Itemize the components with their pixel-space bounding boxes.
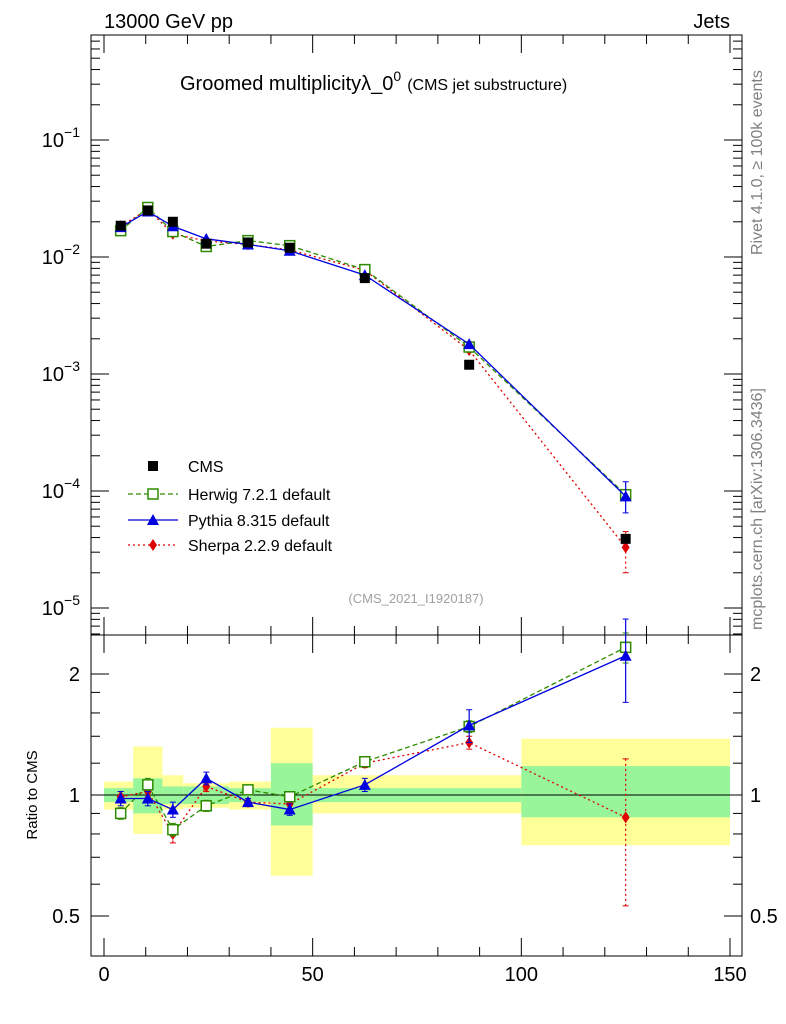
main-line-pythia <box>120 210 627 497</box>
ratio-axis-ticks: 0.5 0.5 1 1 2 2 0 50 100 150 <box>52 635 778 986</box>
chart-title: Groomed multiplicityλ_00 (CMS jet substru… <box>180 68 567 95</box>
ratio-series <box>114 618 632 907</box>
ratio-y-tick-label: 0.5 <box>52 906 80 928</box>
ratio-y-tick-label-right: 1 <box>750 785 761 807</box>
chart-title-main: Groomed multiplicityλ_0 <box>180 73 393 95</box>
main-y-tick-label: 10−5 <box>42 592 80 620</box>
ratio-bands <box>104 727 730 876</box>
ratio-point-pythia <box>463 719 476 731</box>
legend-label-pythia: Pythia 8.315 default <box>188 513 330 530</box>
main-y-tick-label: 10−1 <box>42 124 80 152</box>
ratio-y-tick-label-right: 2 <box>750 664 761 686</box>
ratio-y-tick-label: 1 <box>69 785 80 807</box>
main-point-cms <box>359 273 370 284</box>
legend-entry-cms: CMS <box>148 459 224 476</box>
ratio-point-sherpa <box>202 780 211 793</box>
ratio-point-pythia <box>166 803 179 815</box>
main-point-cms <box>115 220 126 231</box>
main-series <box>114 201 632 574</box>
legend-label-sherpa: Sherpa 2.2.9 default <box>188 538 333 555</box>
ratio-point-herwig <box>167 823 179 836</box>
ratio-x-tick-label: 150 <box>713 964 746 986</box>
main-y-tick-label: 10−4 <box>42 475 80 503</box>
ratio-point-herwig <box>142 779 154 791</box>
main-line-sherpa <box>120 208 627 548</box>
header-left: 13000 GeV pp <box>104 11 233 33</box>
main-point-sherpa <box>621 541 630 554</box>
main-point-cms <box>201 238 212 249</box>
legend-entry-pythia: Pythia 8.315 default <box>128 513 330 530</box>
main-series-herwig <box>114 201 632 501</box>
ratio-x-tick-label: 0 <box>98 964 109 986</box>
legend-marker-sherpa <box>149 539 157 551</box>
ratio-point-pythia <box>283 803 296 815</box>
legend: CMS Herwig 7.2.1 default Pythia 8.315 defa… <box>128 459 333 555</box>
main-y-tick-label: 10−3 <box>42 358 80 386</box>
ratio-point-pythia <box>241 796 254 808</box>
side-mcplots-label: mcplots.cern.ch [arXiv:1306.3436] <box>749 388 766 630</box>
main-series-cms <box>115 205 631 544</box>
main-line-herwig <box>120 206 627 496</box>
ratio-series-pythia <box>114 618 632 818</box>
main-axis-ticks: 10−5 10−4 10−3 10−2 10−1 <box>42 35 742 635</box>
legend-entry-sherpa: Sherpa 2.2.9 default <box>128 538 333 555</box>
ratio-point-pythia <box>200 772 213 784</box>
legend-marker-herwig <box>147 488 159 500</box>
ratio-point-sherpa <box>621 811 630 824</box>
ratio-point-pythia <box>114 792 127 804</box>
main-point-pythia <box>619 490 632 502</box>
ratio-y-axis-label: Ratio to CMS <box>24 750 41 839</box>
main-point-pythia <box>463 338 476 350</box>
analysis-watermark: (CMS_2021_I1920187) <box>348 591 483 606</box>
main-point-cms <box>142 205 153 216</box>
ratio-y-tick-label: 2 <box>69 664 80 686</box>
legend-entry-herwig: Herwig 7.2.1 default <box>128 487 331 504</box>
ratio-point-herwig <box>242 784 254 796</box>
side-rivet-label: Rivet 4.1.0, ≥ 100k events <box>749 70 766 255</box>
ratio-point-pythia <box>358 778 371 790</box>
legend-label-herwig: Herwig 7.2.1 default <box>188 487 331 504</box>
ratio-x-tick-label: 50 <box>302 964 324 986</box>
main-point-cms <box>167 216 178 227</box>
ratio-point-herwig <box>283 791 296 803</box>
main-point-cms <box>464 359 475 370</box>
chart-subtitle: (CMS jet substructure) <box>407 77 567 94</box>
ratio-point-herwig <box>114 807 127 820</box>
ratio-point-herwig <box>200 800 212 812</box>
main-point-cms <box>620 533 631 544</box>
ratio-y-tick-label-right: 0.5 <box>750 906 778 928</box>
ratio-point-pythia <box>141 792 154 804</box>
ratio-x-tick-label: 100 <box>505 964 538 986</box>
chart-title-superscript: 0 <box>393 68 401 84</box>
main-y-tick-label: 10−2 <box>42 241 80 269</box>
main-point-cms <box>242 237 253 248</box>
legend-marker-pythia <box>147 514 159 525</box>
main-point-cms <box>284 242 295 253</box>
legend-label-cms: CMS <box>188 459 224 476</box>
header-right: Jets <box>693 11 730 33</box>
ratio-point-pythia <box>619 649 632 661</box>
ratio-point-herwig <box>359 755 371 768</box>
legend-marker-cms <box>148 461 158 471</box>
